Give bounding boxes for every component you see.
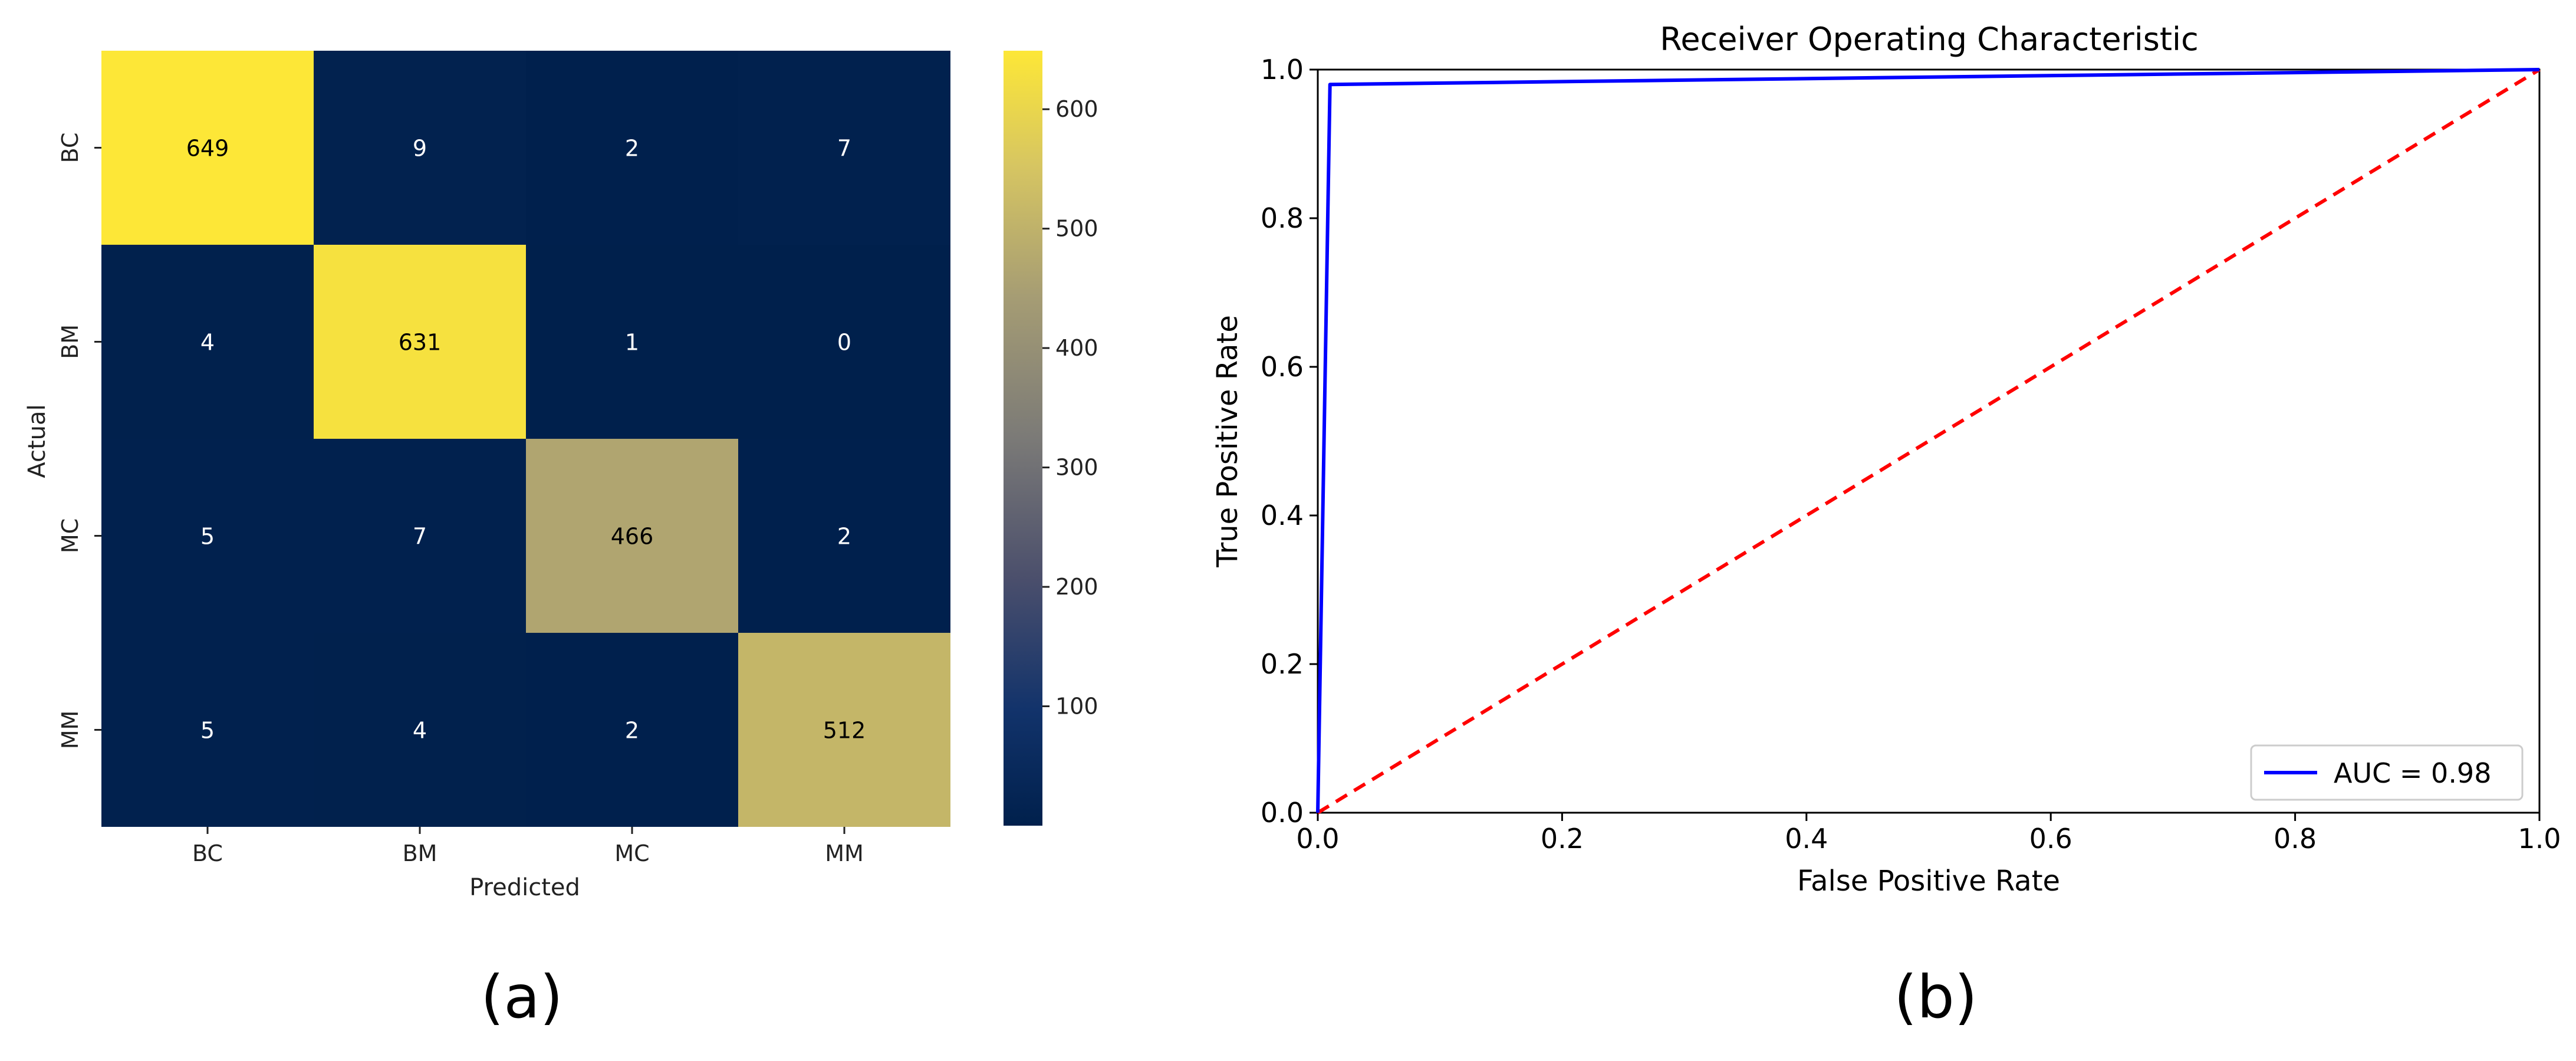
- colorbar-tick-label: 300: [1055, 455, 1098, 481]
- heatmap-cell: [314, 51, 526, 245]
- heatmap-cell-value: 512: [823, 718, 866, 744]
- roc-y-tick-label: 0.2: [1261, 648, 1304, 680]
- heatmap-cell-value: 2: [625, 136, 639, 162]
- colorbar-tick-label: 500: [1055, 216, 1098, 242]
- heatmap-y-axis-label: Actual: [24, 404, 51, 478]
- heatmap-cell-value: 5: [200, 524, 215, 550]
- heatmap-cell: [526, 245, 738, 439]
- confusion-matrix-heatmap: 649 9 2 7 4 631 1 0 5 7 466 2 5 4 2 512: [101, 51, 950, 827]
- legend-value: 0.98: [2431, 757, 2491, 789]
- roc-y-axis-label: True Positive Rate: [1211, 315, 1244, 568]
- legend-label: AUC =: [2334, 757, 2431, 789]
- panel-b-label: (b): [1894, 963, 1978, 1032]
- panel-a-label: (a): [481, 963, 562, 1032]
- heatmap-cell: [526, 51, 738, 245]
- heatmap-x-tick-label: BM: [403, 840, 437, 866]
- roc-curve: [1316, 68, 2540, 813]
- heatmap-cell-value: 0: [837, 330, 851, 356]
- heatmap-cell-value: 7: [837, 136, 851, 162]
- heatmap-cell-value: 2: [837, 524, 851, 550]
- roc-y-tick-label: 0.6: [1261, 351, 1304, 383]
- heatmap-x-tick-labels: BC BM MC MM: [192, 827, 864, 866]
- roc-y-tick-label: 0.8: [1261, 202, 1304, 234]
- heatmap-cell: [314, 633, 526, 827]
- heatmap-y-tick-label: BC: [57, 133, 83, 163]
- heatmap-x-tick-label: MM: [825, 840, 864, 866]
- roc-y-tick-label: 1.0: [1261, 54, 1304, 86]
- heatmap-cell: [314, 245, 526, 439]
- heatmap-cell: [101, 245, 314, 439]
- heatmap-cell-value: 466: [611, 524, 654, 550]
- roc-x-axis-label: False Positive Rate: [1797, 865, 2060, 898]
- colorbar-tick-label: 600: [1055, 96, 1098, 122]
- heatmap-cell: [314, 439, 526, 633]
- roc-x-ticks: 0.0 0.2 0.4 0.6 0.8 1.0: [1296, 813, 2561, 855]
- heatmap-cell: [738, 439, 950, 633]
- heatmap-cell: [101, 51, 314, 245]
- heatmap-x-tick-label: MC: [614, 840, 649, 866]
- heatmap-cell: [738, 51, 950, 245]
- roc-lines: [1316, 68, 2541, 814]
- heatmap-x-axis-label: Predicted: [469, 874, 580, 901]
- roc-x-tick-label: 0.0: [1296, 823, 1339, 855]
- colorbar-tick-label: 200: [1055, 574, 1098, 600]
- heatmap-cell-value: 7: [413, 524, 427, 550]
- heatmap-x-tick-label: BC: [192, 840, 223, 866]
- colorbar-tick-label: 100: [1055, 694, 1098, 720]
- heatmap-cell: [738, 245, 950, 439]
- roc-x-tick-label: 0.2: [1541, 823, 1584, 855]
- heatmap-cell-value: 649: [186, 136, 229, 162]
- roc-plot-frame: [1317, 68, 2541, 814]
- heatmap-cell-value: 1: [625, 330, 639, 356]
- heatmap-y-tick-label: BM: [57, 324, 83, 359]
- heatmap-cell-value: 5: [200, 718, 215, 744]
- colorbar-tick-label: 400: [1055, 335, 1098, 361]
- colorbar-ticks: 100 200 300 400 500 600: [1042, 96, 1098, 720]
- heatmap-cell-value: 4: [413, 718, 427, 744]
- heatmap-y-tick-label: MC: [57, 518, 83, 553]
- roc-y-tick-label: 0.4: [1261, 500, 1304, 531]
- heatmap-cell: [101, 633, 314, 827]
- heatmap-cell-value: 4: [200, 330, 215, 356]
- heatmap-cell-value: 9: [413, 136, 427, 162]
- heatmap-y-tick-label: MM: [57, 711, 83, 750]
- chance-line: [1317, 68, 2541, 814]
- heatmap-cell: [526, 439, 738, 633]
- heatmap-cell: [101, 439, 314, 633]
- roc-legend: AUC = 0.98: [2250, 744, 2524, 801]
- roc-x-tick-label: 0.8: [2274, 823, 2317, 855]
- heatmap-cell: [526, 633, 738, 827]
- legend-frame: [2250, 744, 2524, 801]
- heatmap-cell-value: 631: [399, 330, 442, 356]
- roc-y-ticks: 0.0 0.2 0.4 0.6 0.8 1.0: [1261, 54, 1318, 829]
- roc-x-tick-label: 0.4: [1785, 823, 1828, 855]
- colorbar: [1004, 51, 1042, 826]
- legend-text: AUC = 0.98: [2334, 757, 2491, 789]
- roc-y-tick-label: 0.0: [1261, 797, 1304, 829]
- heatmap-y-tick-labels: BC BM MC MM: [57, 133, 101, 750]
- roc-title: Receiver Operating Characteristic: [1660, 21, 2199, 58]
- roc-x-tick-label: 0.6: [2029, 823, 2072, 855]
- roc-x-tick-label: 1.0: [2518, 823, 2561, 855]
- heatmap-cell: [738, 633, 950, 827]
- heatmap-cell-value: 2: [625, 718, 639, 744]
